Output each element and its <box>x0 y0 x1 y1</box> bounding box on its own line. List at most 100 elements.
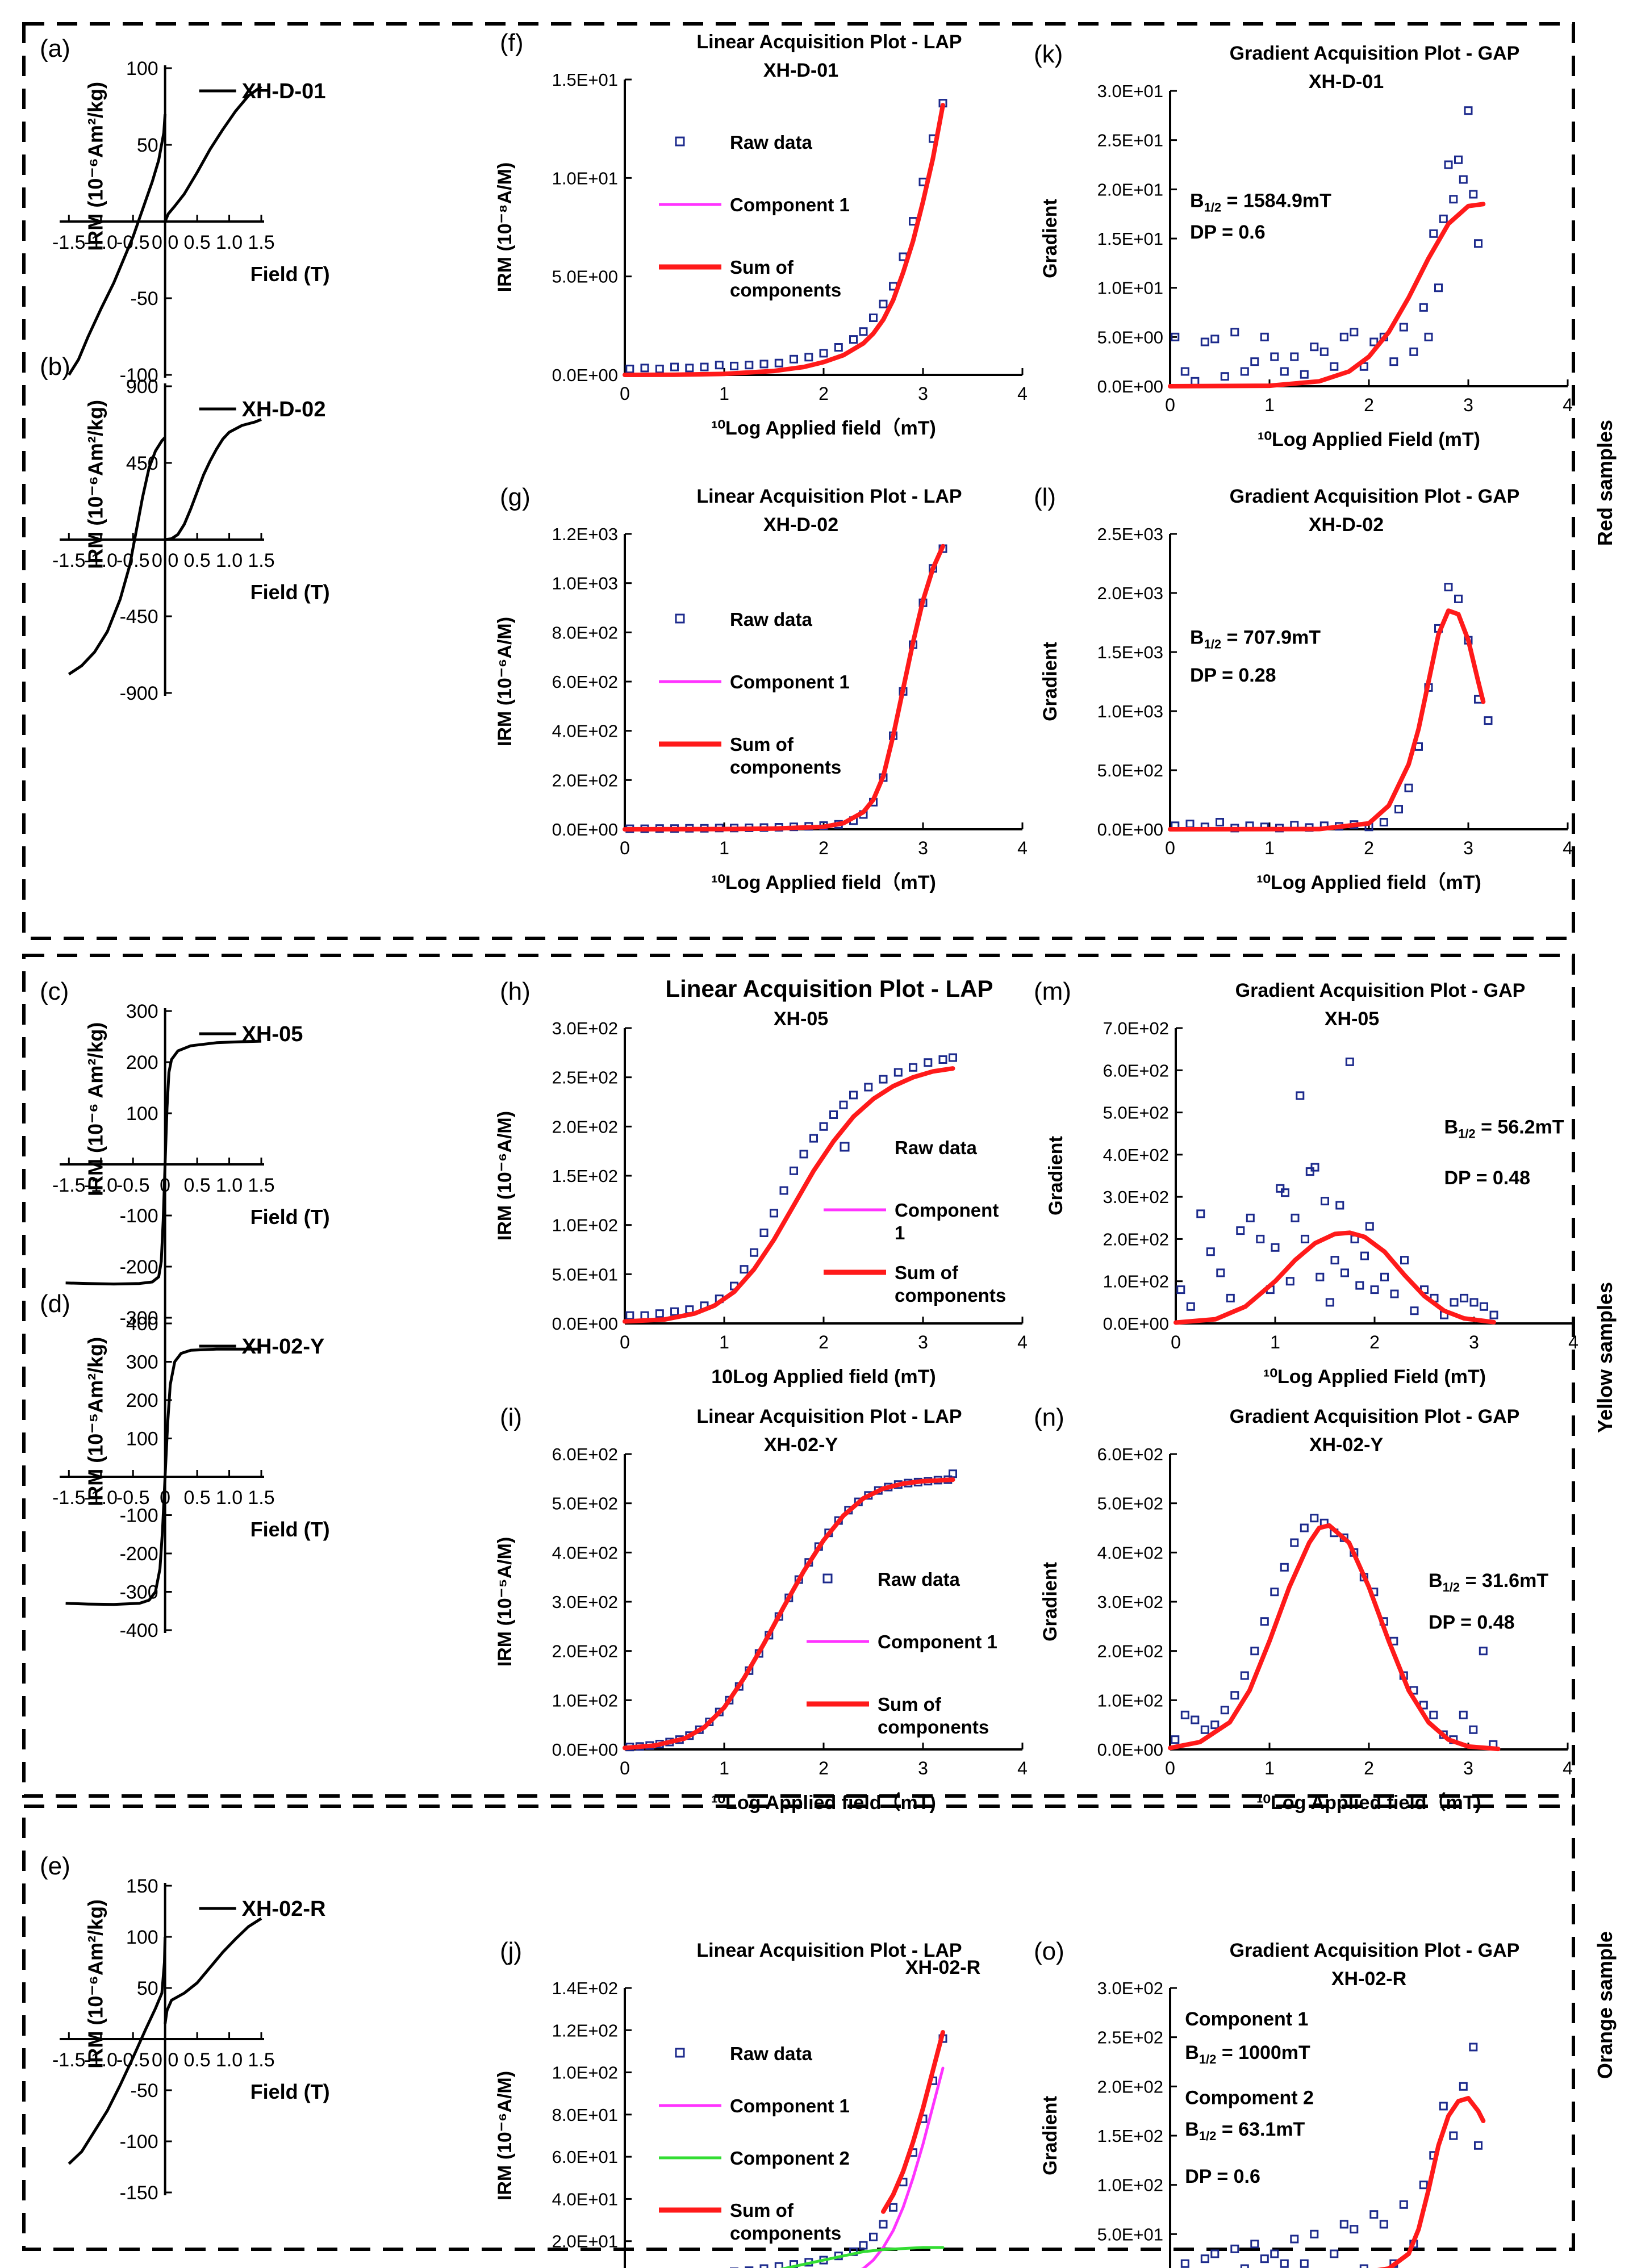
series-line-sum <box>623 1477 955 1751</box>
x-tick-label: 1 <box>719 1332 729 1352</box>
y-tick-label: 4.0E+02 <box>1103 1145 1169 1165</box>
data-point <box>1210 335 1220 344</box>
y-tick-label: 2.0E+02 <box>552 770 618 790</box>
y-tick-label: -400 <box>120 1620 158 1642</box>
panel-label: (b) <box>40 353 70 381</box>
data-point <box>1270 2249 1279 2258</box>
data-point <box>700 362 709 371</box>
y-tick-label: 1.5E+02 <box>552 1166 618 1186</box>
legend-label: XH-D-02 <box>242 398 326 421</box>
y-axis-label: IRM (10⁻⁵Am²/kg) <box>84 1337 107 1506</box>
x-tick-label: 1 <box>1264 1758 1275 1778</box>
group-label-2: Orange sample <box>1593 1931 1617 2079</box>
data-point <box>859 327 868 336</box>
data-point <box>750 1248 758 1257</box>
legend-label: Raw data <box>730 609 813 630</box>
data-point <box>770 1209 778 1218</box>
annotation: DP = 0.6 <box>1185 2166 1260 2187</box>
x-tick-label: 3 <box>1463 838 1473 858</box>
chart-subtitle: XH-02-Y <box>764 1434 838 1456</box>
data-point <box>625 365 634 374</box>
x-tick-label: 0.0 <box>152 550 178 571</box>
data-point <box>1330 362 1339 371</box>
legend-label: Component 1 <box>895 1200 999 1243</box>
data-point <box>869 314 878 322</box>
x-tick-label: 2 <box>818 838 829 858</box>
data-point <box>774 2262 783 2268</box>
panel-label: (g) <box>500 483 531 511</box>
series-line-comp1 <box>861 2066 945 2268</box>
data-point <box>1271 1243 1280 1252</box>
y-tick-label: 3.0E+02 <box>1097 1978 1163 1998</box>
y-tick-label: 1.0E+02 <box>552 2063 618 2083</box>
x-tick-label: 1.0 <box>216 550 243 571</box>
y-tick-label: 2.0E+02 <box>552 1642 618 1661</box>
data-point <box>655 1309 664 1318</box>
y-tick-label: 200 <box>126 1390 158 1411</box>
legend-marker <box>675 2048 685 2058</box>
panel-label: (a) <box>40 35 70 62</box>
legend-label: XH-02-R <box>242 1897 326 1921</box>
y-tick-label: 5.0E+02 <box>552 1494 618 1514</box>
data-point <box>1220 1706 1229 1715</box>
data-point <box>1345 1057 1354 1066</box>
data-point <box>774 358 783 367</box>
x-tick-label: -1.5 <box>52 550 86 571</box>
data-point <box>1339 332 1348 341</box>
data-point <box>879 299 888 308</box>
x-tick-label: 1 <box>1264 395 1275 415</box>
data-point <box>730 361 738 370</box>
y-tick-label: 4.0E+02 <box>1097 1543 1163 1563</box>
y-axis-label: Gradient <box>1039 1562 1061 1642</box>
y-tick-label: 3.0E+02 <box>552 1592 618 1612</box>
chart-subtitle: XH-D-01 <box>1309 71 1384 93</box>
data-point <box>1240 2264 1249 2268</box>
data-point <box>1369 337 1379 346</box>
y-tick-label: 4.0E+02 <box>552 1543 618 1563</box>
group-box-red <box>22 22 1575 940</box>
data-point <box>849 335 858 344</box>
x-tick-label: 0 <box>620 1758 630 1778</box>
x-tick-label: 2 <box>1364 395 1374 415</box>
panel-label: (i) <box>500 1404 522 1431</box>
series-line-0 <box>65 1039 262 1286</box>
y-tick-label: 0.0E+00 <box>1103 1314 1169 1334</box>
x-tick-label: 2 <box>1364 1758 1374 1778</box>
x-axis-label: ¹⁰Log Applied field（mT) <box>711 871 936 893</box>
data-point <box>1424 332 1433 341</box>
x-tick-label: 4 <box>1017 383 1028 404</box>
chart-f: (f) 0 1 2 3 4 0.0E+00 5.0E+00 1.0E+01 1.5E+01 Line… <box>494 29 1028 439</box>
data-point <box>1404 783 1413 792</box>
x-axis-label: Field (T) <box>250 580 330 604</box>
data-point <box>1459 2082 1468 2091</box>
x-tick-label: 0 <box>620 838 630 858</box>
annotation: DP = 0.48 <box>1429 1612 1515 1634</box>
x-tick-label: 1.5 <box>248 550 274 571</box>
y-tick-label: 5.0E+02 <box>1097 761 1163 780</box>
data-point <box>1310 343 1319 352</box>
x-tick-label: 4 <box>1017 1332 1028 1352</box>
data-point <box>779 1186 788 1195</box>
x-tick-label: -1.0 <box>84 550 118 571</box>
data-point <box>1360 1251 1369 1260</box>
series-line-0 <box>68 114 167 376</box>
y-tick-label: 1.5E+01 <box>1097 229 1163 249</box>
y-tick-label: 0.0E+00 <box>552 1314 618 1334</box>
data-point <box>1236 1226 1245 1235</box>
chart-title: Gradient Acquisition Plot - GAP <box>1230 43 1520 64</box>
y-tick-label: 0.0E+00 <box>1097 1740 1163 1760</box>
x-tick-label: 0.0 <box>152 2049 178 2071</box>
y-tick-label: 200 <box>126 1052 158 1074</box>
x-tick-label: 4 <box>1563 1758 1573 1778</box>
x-tick-label: 2 <box>1364 838 1374 858</box>
chart-m: (m) 0 1 2 3 4 0.0E+00 1.0E+02 2.0E+02 3.0E+02 4.0E… <box>1034 978 1578 1388</box>
series-line-1 <box>164 85 262 222</box>
group-box-orange <box>22 1805 1575 2251</box>
y-axis-label: IRM (10⁻⁶A/M) <box>494 617 516 746</box>
data-point <box>889 2203 897 2212</box>
data-point <box>1280 1563 1289 1572</box>
y-tick-label: 0.0E+00 <box>552 1740 618 1760</box>
data-point <box>879 1075 888 1084</box>
data-point <box>1196 1209 1205 1218</box>
data-point <box>759 360 769 369</box>
